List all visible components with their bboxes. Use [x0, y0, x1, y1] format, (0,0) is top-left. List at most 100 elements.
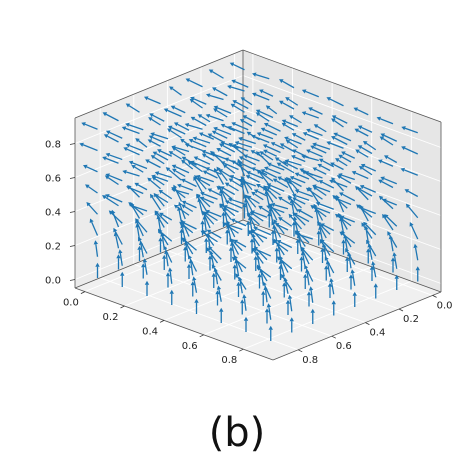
- arrow-shaft: [203, 213, 215, 225]
- vector-arrow: [103, 134, 119, 143]
- vector-arrow: [231, 256, 247, 269]
- arrow-head: [102, 156, 107, 161]
- vector-arrow: [207, 255, 213, 271]
- vector-arrow: [278, 259, 285, 277]
- arrow-shaft: [273, 228, 278, 242]
- vector-arrow: [154, 194, 169, 204]
- arrow-head: [183, 246, 188, 251]
- vector-arrow: [303, 273, 308, 289]
- vector-arrow: [318, 158, 335, 168]
- arrow-shaft: [156, 214, 165, 228]
- arrow-shaft: [107, 177, 119, 186]
- arrow-head: [253, 189, 259, 194]
- arrow-shaft: [275, 180, 289, 189]
- vector-arrow: [235, 273, 247, 290]
- vector-arrow: [293, 212, 310, 223]
- arrow-head: [285, 139, 291, 144]
- x-tick-label: 0.8: [302, 355, 318, 366]
- arrow-head: [142, 258, 148, 263]
- arrow-shaft: [249, 133, 260, 141]
- vector-arrow: [165, 167, 182, 181]
- vector-arrow: [193, 156, 211, 165]
- arrow-shaft: [313, 206, 327, 218]
- arrow-head: [102, 195, 107, 200]
- arrow-shaft: [270, 164, 285, 171]
- arrow-shaft: [232, 241, 243, 252]
- vector-arrow: [134, 182, 148, 191]
- arrow-shaft: [342, 233, 356, 244]
- arrow-head: [137, 245, 142, 250]
- arrow-shaft: [234, 258, 247, 269]
- arrow-head: [223, 204, 228, 210]
- arrow-head: [229, 175, 235, 180]
- arrow-shaft: [107, 135, 119, 143]
- arrow-shaft: [162, 214, 173, 221]
- arrow-shaft: [365, 224, 377, 236]
- arrow-shaft: [385, 200, 397, 206]
- arrow-head: [165, 167, 171, 172]
- edge: [242, 219, 442, 293]
- arrow-shaft: [364, 165, 377, 172]
- vector-arrow: [225, 229, 230, 245]
- vector-arrow: [306, 291, 312, 307]
- arrow-shaft: [410, 225, 419, 240]
- arrow-head: [208, 69, 214, 74]
- vector-arrow: [380, 176, 397, 185]
- arrow-shaft: [367, 242, 377, 257]
- arrow-shaft: [194, 179, 204, 194]
- arrow-head: [284, 159, 290, 164]
- arrow-shaft: [188, 79, 203, 88]
- arrow-head: [205, 209, 210, 214]
- vector-arrow: [79, 142, 98, 152]
- arrow-shaft: [299, 234, 313, 240]
- arrow-shaft: [288, 98, 299, 106]
- arrow-head: [204, 237, 209, 242]
- arrow-shaft: [193, 98, 207, 105]
- arrow-shaft: [239, 280, 243, 294]
- arrow-head: [251, 72, 257, 77]
- arrow-head: [280, 273, 286, 279]
- vector-arrow: [181, 204, 194, 213]
- arrow-shaft: [295, 195, 310, 201]
- y-tick-label: 0.8: [221, 355, 237, 366]
- vector-arrow: [333, 132, 352, 142]
- arrow-head: [238, 161, 243, 166]
- arrow-shaft: [129, 187, 140, 198]
- arrow-head: [260, 169, 266, 174]
- arrow-head: [105, 152, 111, 158]
- vector-arrow: [245, 175, 260, 183]
- arrow-shaft: [265, 187, 278, 200]
- vector-arrow: [287, 196, 302, 209]
- arrow-shaft: [361, 167, 373, 176]
- vector-arrow: [352, 291, 357, 307]
- x-tick-label: 0.2: [403, 314, 419, 325]
- vector-arrow: [373, 283, 378, 299]
- arrow-head: [384, 214, 389, 219]
- arrow-shaft: [233, 63, 245, 71]
- arrow-head: [289, 115, 294, 120]
- vector-arrow: [216, 285, 222, 302]
- arrow-shaft: [248, 176, 260, 183]
- arrow-head: [225, 222, 230, 228]
- arrow-head: [116, 254, 121, 259]
- arrow-head: [310, 308, 315, 313]
- arrow-shaft: [249, 197, 260, 205]
- arrow-head: [373, 283, 378, 288]
- arrow-head: [338, 154, 343, 159]
- arrow-head: [231, 122, 236, 127]
- arrow-shaft: [290, 198, 302, 209]
- arrow-head: [390, 257, 396, 262]
- arrow-head: [326, 141, 331, 146]
- arrow-shaft: [208, 211, 222, 218]
- arrow-head: [350, 269, 355, 274]
- vector-arrow: [302, 132, 320, 140]
- arrow-head: [380, 176, 385, 181]
- arrow-head: [266, 186, 271, 191]
- arrow-head: [236, 281, 241, 286]
- arrow-shaft: [383, 177, 397, 185]
- arrow-shaft: [171, 88, 182, 96]
- vector-arrow: [338, 154, 352, 163]
- arrow-shaft: [243, 120, 253, 127]
- arrow-shaft: [222, 144, 236, 153]
- arrow-shaft: [256, 254, 261, 268]
